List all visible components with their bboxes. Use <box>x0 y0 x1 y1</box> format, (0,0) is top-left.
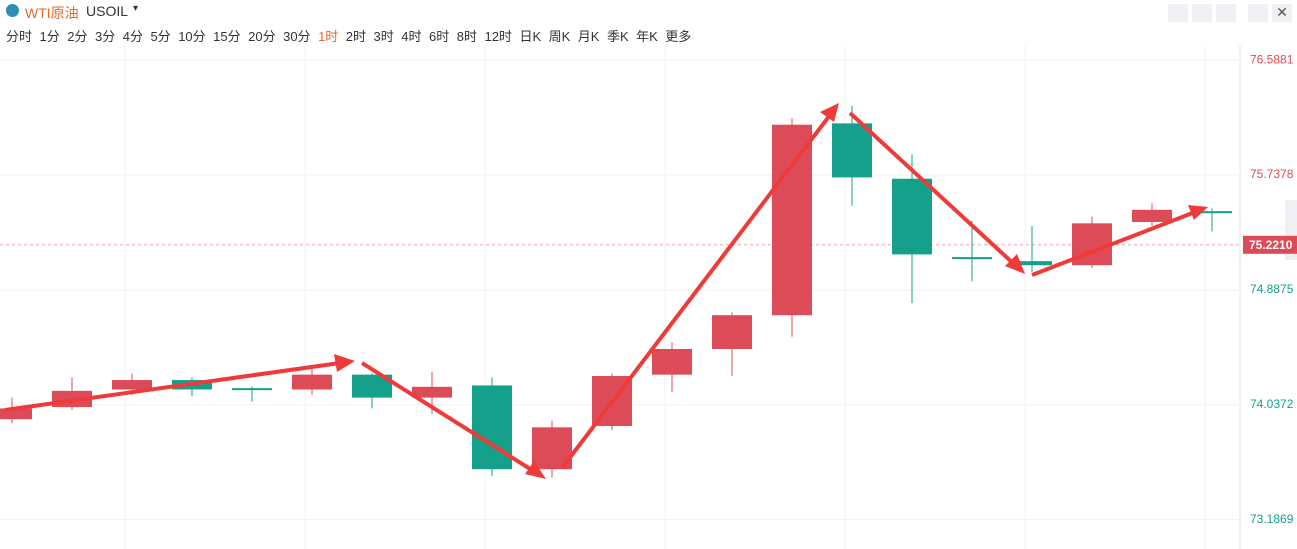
period-tab[interactable]: 20分 <box>248 29 276 44</box>
tool-button[interactable] <box>1168 4 1188 22</box>
candle-body <box>412 386 452 398</box>
last-price-label: 75.2210 <box>1249 238 1293 252</box>
period-tab[interactable]: 更多 <box>665 29 692 44</box>
symbol-code[interactable]: USOIL <box>86 3 129 19</box>
period-tab[interactable]: 8时 <box>456 29 477 44</box>
close-button[interactable]: ✕ <box>1272 4 1292 22</box>
candle-body <box>772 124 812 316</box>
candle-body <box>952 257 992 260</box>
period-tab[interactable]: 2时 <box>345 29 367 44</box>
annotation-arrows <box>4 103 1208 479</box>
period-tab[interactable]: 2分 <box>67 29 88 44</box>
candle-body <box>0 408 32 420</box>
candle-body <box>592 375 632 426</box>
period-tab[interactable]: 30分 <box>283 29 311 44</box>
period-tab[interactable]: 月K <box>577 29 600 44</box>
candle-body <box>472 385 512 470</box>
tool-button[interactable] <box>1216 4 1236 22</box>
candle-body <box>1192 211 1232 214</box>
y-tick-label: 74.8875 <box>1250 282 1294 296</box>
last-price-box <box>1243 235 1297 254</box>
period-tab[interactable]: 日K <box>519 29 542 44</box>
period-tab[interactable]: 10分 <box>178 29 206 44</box>
candle-body <box>352 374 392 398</box>
y-tick-label: 73.1869 <box>1250 512 1294 526</box>
candle-body <box>292 374 332 390</box>
y-tick-label: 74.0372 <box>1250 397 1294 411</box>
side-handle[interactable] <box>1285 200 1297 260</box>
period-tab[interactable]: 1时 <box>318 29 339 44</box>
fullscreen-button[interactable] <box>1248 4 1268 22</box>
period-tab[interactable]: 年K <box>636 29 658 44</box>
candle-body <box>112 380 152 390</box>
period-tab[interactable]: 4分 <box>122 29 143 44</box>
candle-body <box>1132 209 1172 222</box>
candle-body <box>892 178 932 255</box>
tool-button[interactable] <box>1192 4 1212 22</box>
period-tab[interactable]: 季K <box>606 29 629 44</box>
period-tab[interactable]: 3时 <box>373 29 394 44</box>
period-tab[interactable]: 15分 <box>213 29 241 44</box>
candle-body <box>712 315 752 349</box>
period-tab[interactable]: 5分 <box>150 29 171 44</box>
y-tick-label: 75.7378 <box>1250 167 1294 181</box>
candle-body <box>1072 223 1112 266</box>
candle-body <box>1012 261 1052 266</box>
symbol-name[interactable]: WTI原油 <box>25 5 79 21</box>
candle-body <box>652 348 692 375</box>
period-tab[interactable]: 6时 <box>429 29 450 44</box>
dropdown-caret[interactable]: ▾ <box>133 3 139 14</box>
candle-body <box>532 427 572 470</box>
candle-body <box>232 388 272 391</box>
top-bar: WTI原油 USOIL ▾ ✕ <box>0 0 1297 22</box>
period-tab[interactable]: 4时 <box>401 29 422 44</box>
period-tab[interactable]: 周K <box>548 29 571 44</box>
y-tick-label: 76.5881 <box>1250 52 1294 66</box>
period-tab[interactable]: 1分 <box>39 29 60 44</box>
period-tab[interactable]: 12时 <box>484 29 512 44</box>
candle-body <box>832 123 872 178</box>
period-bar: 分时 1分 2分 3分 4分 5分 10分 15分 20分 30分 1时 2时 3时 4时 6时 8时 12时日… <box>6 26 699 45</box>
symbol-icon <box>6 4 19 17</box>
period-tab[interactable]: 分时 <box>6 29 33 44</box>
candle-body <box>52 390 92 408</box>
candle-body <box>172 380 212 390</box>
period-tab[interactable]: 3分 <box>94 29 116 44</box>
